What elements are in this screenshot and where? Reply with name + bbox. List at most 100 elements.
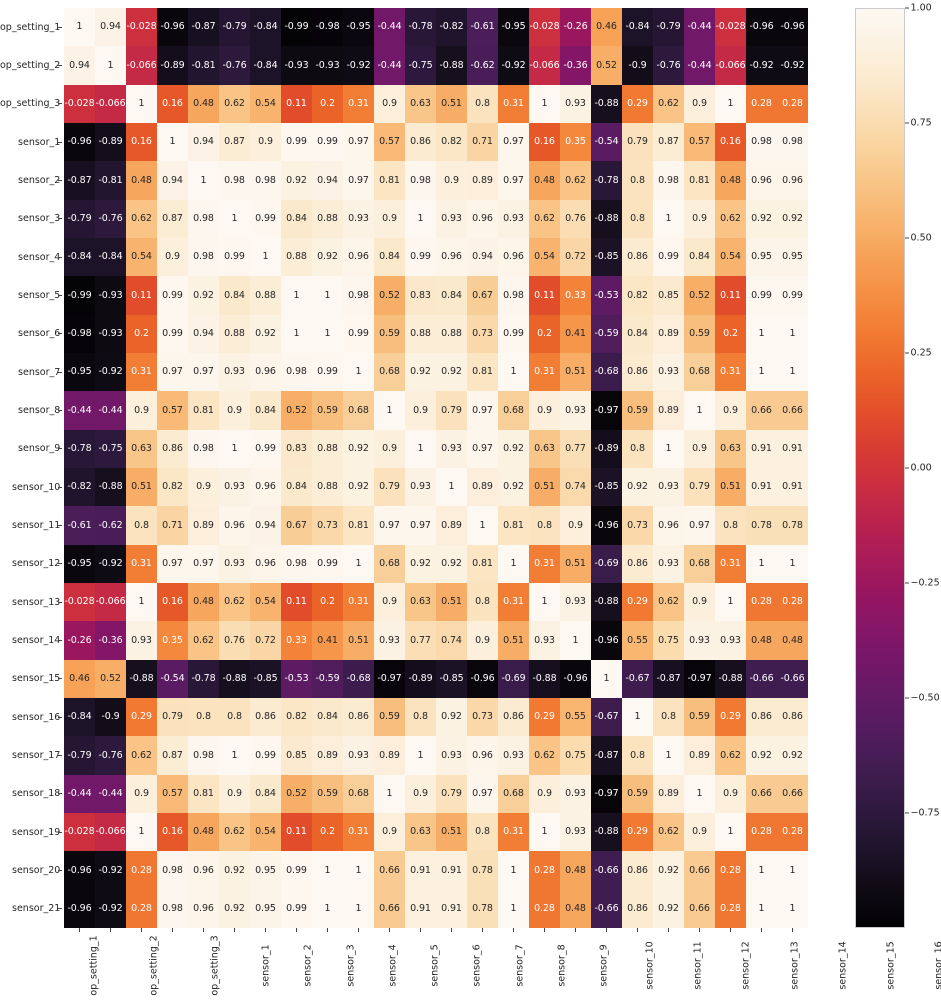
y-axis-tick-mark xyxy=(58,775,62,813)
heatmap-cell-value: 0.11 xyxy=(720,289,741,301)
x-axis-tick-mark xyxy=(436,928,467,932)
heatmap-cell-value: 0.98 xyxy=(224,174,245,186)
heatmap-cell: -0.066 xyxy=(95,84,126,123)
heatmap-cell-value: 0.51 xyxy=(503,634,524,646)
heatmap-cell-value: 0.96 xyxy=(255,558,276,570)
heatmap-cell: 0.81 xyxy=(188,391,219,430)
heatmap-cell: 0.51 xyxy=(715,467,746,507)
heatmap-cell: 0.84 xyxy=(622,314,653,353)
heatmap-cell: 0.92 xyxy=(343,429,374,468)
heatmap-cell-value: 0.54 xyxy=(131,251,152,263)
heatmap-cell: 1 xyxy=(343,544,374,583)
heatmap-cell-value: 0.63 xyxy=(410,98,431,110)
heatmap-cell-value: 0.28 xyxy=(534,864,555,876)
heatmap-cell: 0.16 xyxy=(529,122,560,162)
heatmap-cell-value: 0.8 xyxy=(475,826,490,838)
heatmap-cell-value: 0.11 xyxy=(286,98,307,110)
heatmap-cell-value: 0.98 xyxy=(410,174,431,186)
heatmap-cell-value: 0.89 xyxy=(379,749,400,761)
heatmap-cell: -0.59 xyxy=(312,659,343,698)
heatmap-cell-value: -0.67 xyxy=(594,711,619,723)
heatmap-cell-value: 0.28 xyxy=(720,864,741,876)
heatmap-cell: 0.41 xyxy=(560,314,591,353)
heatmap-cell: -0.85 xyxy=(591,237,622,277)
heatmap-cell: 1 xyxy=(467,506,498,545)
heatmap-cell: 0.86 xyxy=(622,352,653,392)
heatmap-cell: 0.31 xyxy=(715,352,746,392)
heatmap-cell: 0.57 xyxy=(684,122,715,162)
heatmap-cell: 0.99 xyxy=(250,736,281,775)
y-axis-tick-label: sensor_19 xyxy=(12,826,61,838)
heatmap-cell-value: 0.92 xyxy=(193,289,214,301)
heatmap-cell: 0.97 xyxy=(157,352,188,392)
colorbar-tick: −0.50 xyxy=(905,693,940,704)
heatmap-cell-value: 1 xyxy=(541,826,548,838)
heatmap-cell: 0.62 xyxy=(715,736,746,775)
heatmap-cell-value: 0.81 xyxy=(348,519,369,531)
heatmap-cell: 1 xyxy=(219,736,250,775)
heatmap-cell: 0.62 xyxy=(529,199,560,238)
heatmap-cell: 1 xyxy=(312,276,343,315)
heatmap-cell-value: 0.9 xyxy=(444,174,459,186)
heatmap-cell-value: 1 xyxy=(727,596,734,608)
heatmap-cell-value: 0.75 xyxy=(565,749,586,761)
heatmap-cell: 0.77 xyxy=(405,621,436,660)
heatmap-cell: 0.51 xyxy=(560,544,591,583)
heatmap-cell-value: 1 xyxy=(138,826,145,838)
heatmap-cell: 0.98 xyxy=(653,161,684,200)
heatmap-cell-value: 1 xyxy=(541,596,548,608)
heatmap-cell: -0.82 xyxy=(436,8,467,47)
heatmap-cell: 0.31 xyxy=(126,352,157,392)
heatmap-cell: 0.97 xyxy=(405,506,436,545)
heatmap-cell: 0.76 xyxy=(560,199,591,238)
heatmap-cell: 0.93 xyxy=(219,467,250,507)
heatmap-cell-value: 0.51 xyxy=(348,634,369,646)
heatmap-cell: 0.99 xyxy=(281,122,312,162)
heatmap-cell: 0.98 xyxy=(343,276,374,315)
heatmap-cell: 0.8 xyxy=(126,506,157,545)
heatmap-cell-value: 0.99 xyxy=(658,251,679,263)
y-axis-tick-mark xyxy=(58,468,62,506)
heatmap-cell: 0.54 xyxy=(715,237,746,277)
heatmap-cell-value: -0.028 xyxy=(64,596,95,608)
heatmap-cell-value: 0.16 xyxy=(162,596,183,608)
heatmap-cell: 0.8 xyxy=(467,812,498,852)
heatmap-cell-value: 0.99 xyxy=(224,251,245,263)
heatmap-cell-value: 0.91 xyxy=(782,443,803,455)
heatmap-cell-value: 0.86 xyxy=(627,558,648,570)
heatmap-cell: -0.89 xyxy=(405,659,436,698)
y-axis-tick-mark xyxy=(58,698,62,736)
heatmap-cell: -0.9 xyxy=(95,697,126,737)
heatmap-cell: 0.51 xyxy=(436,812,467,852)
heatmap-cell-value: -0.53 xyxy=(594,289,619,301)
y-axis-tick-label: sensor_8 xyxy=(18,404,61,416)
heatmap-cell: -0.96 xyxy=(560,659,591,698)
heatmap-cell-value: 1 xyxy=(262,251,269,263)
y-axis-tick-mark xyxy=(58,276,62,314)
heatmap-cell: -0.79 xyxy=(653,8,684,47)
heatmap-cell-value: 0.59 xyxy=(379,711,400,723)
heatmap-cell-value: 0.28 xyxy=(131,903,152,915)
heatmap-cell-value: 0.66 xyxy=(751,788,772,800)
heatmap-cell: 0.92 xyxy=(188,276,219,315)
heatmap-cell-value: 0.99 xyxy=(286,903,307,915)
heatmap-cell: -0.84 xyxy=(64,237,95,277)
heatmap-cell: 0.79 xyxy=(622,122,653,162)
heatmap-cell: 1 xyxy=(219,199,250,238)
heatmap-cell: -0.84 xyxy=(250,8,281,47)
colorbar-tick-label: 1.00 xyxy=(910,2,932,14)
colorbar: 1.00 0.75 0.50 0.25 0.00 −0.25 −0.50 −0.75 xyxy=(855,3,941,928)
heatmap-cell: 0.91 xyxy=(436,889,467,928)
heatmap-cell: 0.59 xyxy=(374,697,405,737)
heatmap-cell-value: -0.028 xyxy=(126,21,157,33)
heatmap-cell-value: 0.93 xyxy=(565,788,586,800)
heatmap-cell: 0.98 xyxy=(188,237,219,277)
heatmap-cell-value: 0.84 xyxy=(255,404,276,416)
heatmap-cell-value: 0.88 xyxy=(286,251,307,263)
heatmap-cell: 0.68 xyxy=(684,544,715,583)
heatmap-cell: 0.88 xyxy=(312,199,343,238)
x-axis-tick-mark xyxy=(529,928,560,932)
x-axis-tick-mark xyxy=(250,928,281,932)
heatmap-cell: 0.75 xyxy=(560,736,591,775)
heatmap-cell: 0.93 xyxy=(374,621,405,660)
